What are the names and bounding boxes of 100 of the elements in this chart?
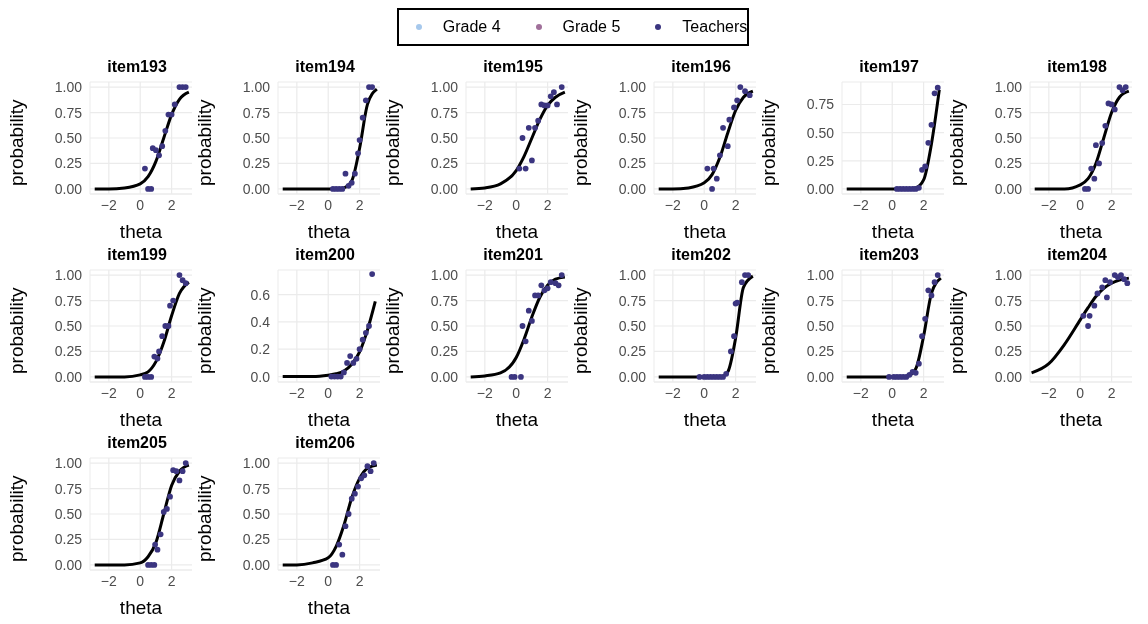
y-tick-label: 0.25 [54, 343, 83, 360]
x-tick-label: 2 [543, 384, 552, 401]
y-tick-label: 0.50 [806, 124, 835, 141]
y-axis-title: probability [757, 98, 779, 186]
y-tick-label: 1.00 [430, 79, 459, 96]
x-tick-label: 0 [700, 196, 709, 213]
y-tick-label: 0.25 [242, 531, 271, 548]
y-tick-label: 0.0 [250, 368, 271, 385]
x-axis-title: theta [871, 221, 915, 242]
y-axis-title: probability [5, 98, 27, 186]
x-axis-title: theta [307, 597, 351, 618]
y-tick-label: 0.25 [54, 531, 83, 548]
y-tick-label: 0.25 [994, 343, 1023, 360]
x-tick-label: −2 [852, 196, 870, 213]
y-tick-label: 0.00 [54, 556, 83, 573]
y-tick-label: 0.75 [806, 292, 835, 309]
chart-title: item206 [294, 434, 356, 453]
y-tick-label: 0.25 [54, 155, 83, 172]
chart-title: item202 [670, 246, 732, 265]
x-axis-title: theta [119, 221, 163, 242]
y-tick-label: 1.00 [54, 267, 83, 284]
x-axis-title: theta [307, 221, 351, 242]
y-tick-label: 0.75 [806, 96, 835, 113]
x-tick-label: −2 [288, 196, 306, 213]
y-tick-label: 0.50 [54, 317, 83, 334]
x-tick-label: 2 [919, 384, 928, 401]
y-tick-label: 0.25 [618, 343, 647, 360]
x-axis-title: theta [683, 409, 727, 430]
y-tick-label: 0.25 [430, 343, 459, 360]
x-tick-label: 0 [136, 384, 145, 401]
y-tick-label: 0.50 [618, 317, 647, 334]
y-tick-label: 1.00 [618, 267, 647, 284]
y-tick-label: 0.00 [54, 368, 83, 385]
y-tick-label: 0.00 [242, 556, 271, 573]
y-tick-label: 0.25 [806, 152, 835, 169]
y-tick-label: 0.75 [54, 292, 83, 309]
y-axis-title: probability [5, 286, 27, 374]
y-axis-title: probability [945, 98, 967, 186]
y-tick-label: 1.00 [54, 79, 83, 96]
y-tick-label: 1.00 [430, 267, 459, 284]
y-tick-label: 0.25 [242, 155, 271, 172]
x-tick-label: −2 [852, 384, 870, 401]
legend-label: Grade 4 [442, 18, 501, 36]
x-tick-label: 0 [324, 572, 333, 589]
y-tick-label: 0.50 [618, 129, 647, 146]
x-tick-label: 2 [919, 196, 928, 213]
y-tick-label: 0.50 [430, 317, 459, 334]
x-tick-label: 0 [1076, 196, 1085, 213]
chart-title: item199 [106, 246, 168, 265]
y-tick-label: 1.00 [994, 79, 1023, 96]
x-axis-title: theta [495, 409, 539, 430]
x-tick-label: 0 [512, 384, 521, 401]
x-tick-label: 0 [700, 384, 709, 401]
x-tick-label: 0 [324, 196, 333, 213]
x-tick-label: −2 [100, 196, 118, 213]
x-tick-label: 0 [136, 196, 145, 213]
chart-title: item203 [858, 246, 920, 265]
y-tick-label: 0.50 [242, 505, 271, 522]
chart-title: item201 [482, 246, 544, 265]
y-tick-label: 0.50 [994, 129, 1023, 146]
x-tick-label: −2 [664, 196, 682, 213]
x-tick-label: 2 [167, 572, 176, 589]
x-axis-title: theta [871, 409, 915, 430]
x-axis-title: theta [307, 409, 351, 430]
y-tick-label: 0.00 [242, 180, 271, 197]
chart-title: item198 [1046, 58, 1108, 77]
y-tick-label: 0.00 [618, 368, 647, 385]
y-axis-title: probability [193, 474, 215, 562]
y-tick-label: 0.75 [994, 104, 1023, 121]
y-tick-label: 1.00 [242, 455, 271, 472]
y-tick-label: 0.00 [806, 368, 835, 385]
x-tick-label: 2 [1107, 384, 1116, 401]
y-tick-label: 0.75 [430, 292, 459, 309]
x-axis-title: theta [1059, 409, 1103, 430]
chart-title: item197 [858, 58, 920, 77]
chart-title: item193 [106, 58, 168, 77]
y-tick-label: 0.25 [618, 155, 647, 172]
x-axis-title: theta [119, 409, 163, 430]
y-tick-label: 0.50 [54, 129, 83, 146]
y-tick-label: 0.00 [618, 180, 647, 197]
x-tick-label: 2 [167, 384, 176, 401]
chart-title: item204 [1046, 246, 1108, 265]
y-tick-label: 0.00 [806, 180, 835, 197]
y-tick-label: 1.00 [994, 267, 1023, 284]
y-tick-label: 0.75 [54, 480, 83, 497]
y-tick-label: 0.50 [806, 317, 835, 334]
y-axis-title: probability [5, 474, 27, 562]
y-tick-label: 0.00 [994, 180, 1023, 197]
y-tick-label: 1.00 [618, 79, 647, 96]
chart-title: item194 [294, 58, 356, 77]
x-tick-label: 0 [512, 196, 521, 213]
y-tick-label: 0.00 [54, 180, 83, 197]
chart-title: item195 [482, 58, 544, 77]
y-tick-label: 0.50 [994, 317, 1023, 334]
y-tick-label: 0.75 [430, 104, 459, 121]
y-tick-label: 0.00 [430, 368, 459, 385]
y-tick-label: 0.50 [54, 505, 83, 522]
y-tick-label: 0.25 [994, 155, 1023, 172]
x-tick-label: 0 [888, 196, 897, 213]
x-tick-label: 2 [1107, 196, 1116, 213]
